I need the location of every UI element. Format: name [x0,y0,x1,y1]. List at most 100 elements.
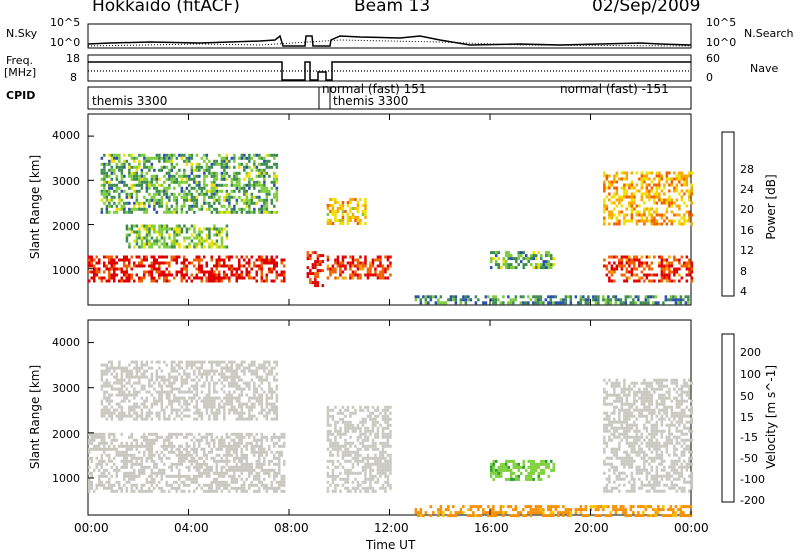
heatmap-cell [351,462,355,466]
heatmap-cell [603,207,606,211]
heatmap-cell [680,264,684,268]
heatmap-cell [505,260,508,264]
heatmap-cell [100,465,103,469]
heatmap-cell [240,402,244,406]
heatmap-cell [190,453,193,457]
heatmap-cell [534,295,538,299]
heatmap-cell [265,414,269,418]
heatmap-cell [270,369,274,373]
heatmap-cell [105,474,108,478]
heatmap-cell [645,195,649,199]
heatmap-cell [140,456,143,460]
heatmap-cell [414,511,418,515]
heatmap-cell [188,198,191,202]
heatmap-cell [502,505,505,509]
heatmap-cell [188,192,191,196]
heatmap-cell [439,508,443,512]
heatmap-cell [628,195,631,199]
heatmap-cell [640,198,644,202]
heatmap-cell [637,505,640,509]
heatmap-cell [160,477,163,481]
heatmap-cell [185,177,189,181]
heatmap-cell [93,444,96,448]
heatmap-cell [610,270,614,274]
heatmap-cell [118,402,121,406]
heatmap-cell [223,390,226,394]
heatmap-cell [163,438,166,442]
heatmap-cell [220,236,224,240]
heatmap-cell [547,301,550,305]
heatmap-cell [275,471,278,475]
heatmap-cell [376,432,380,436]
heatmap-cell [374,273,377,277]
heatmap-cell [613,471,616,475]
heatmap-cell [682,298,685,302]
heatmap-cell [115,255,118,259]
heatmap-cell [115,372,119,376]
heatmap-cell [218,444,221,448]
heatmap-cell [238,417,241,421]
heatmap-cell [183,159,186,163]
heatmap-cell [180,273,183,277]
heatmap-cell [437,514,440,518]
heatmap-cell [263,168,266,172]
heatmap-cell [198,360,201,364]
heatmap-cell [243,417,246,421]
heatmap-cell [93,267,96,271]
heatmap-cell [150,165,154,169]
heatmap-cell [128,378,131,382]
heatmap-cell [386,468,390,472]
heatmap-cell [464,295,468,299]
heatmap-cell [326,435,330,439]
heatmap-cell [110,483,113,487]
heatmap-cell [248,468,251,472]
heatmap-cell [183,474,186,478]
heatmap-cell [210,483,213,487]
heatmap-cell [356,219,360,222]
heatmap-cell [326,405,330,409]
heatmap-cell [615,447,619,451]
heatmap-cell [140,245,144,249]
heatmap-cell [605,411,609,415]
heatmap-cell [389,405,392,409]
heatmap-cell [255,387,259,391]
heatmap-cell [173,258,176,262]
heatmap-cell [605,273,609,277]
heatmap-cell [273,456,276,460]
heatmap-cell [200,270,203,274]
heatmap-cell [346,459,350,463]
heatmap-cell [670,198,674,202]
heatmap-cell [603,180,606,184]
heatmap-cell [253,162,256,166]
heatmap-cell [341,483,345,487]
heatmap-cell [155,432,158,436]
heatmap-cell [424,301,428,305]
heatmap-cell [208,168,211,172]
heatmap-cell [153,381,156,385]
heatmap-cell [459,298,463,302]
heatmap-cell [371,429,375,433]
heatmap-cell [629,295,633,299]
heatmap-cell [253,450,256,454]
heatmap-cell [654,301,658,305]
heatmap-cell [123,189,126,193]
heatmap-cell [364,471,367,475]
heatmap-cell [630,219,634,223]
heatmap-cell [118,201,121,205]
heatmap-cell [225,264,228,268]
heatmap-cell [663,267,666,271]
heatmap-cell [145,390,149,394]
heatmap-cell [120,411,124,415]
heatmap-cell [633,198,636,202]
heatmap-cell [163,189,166,193]
heatmap-cell [351,441,355,445]
heatmap-cell [135,414,139,418]
heatmap-cell [326,474,330,478]
heatmap-cell [123,153,126,157]
heatmap-cell [469,298,473,302]
heatmap-cell [643,219,646,223]
heatmap-cell [168,174,171,178]
heatmap-cell [623,183,626,187]
heatmap-cell [230,405,234,409]
heatmap-cell [248,261,251,265]
